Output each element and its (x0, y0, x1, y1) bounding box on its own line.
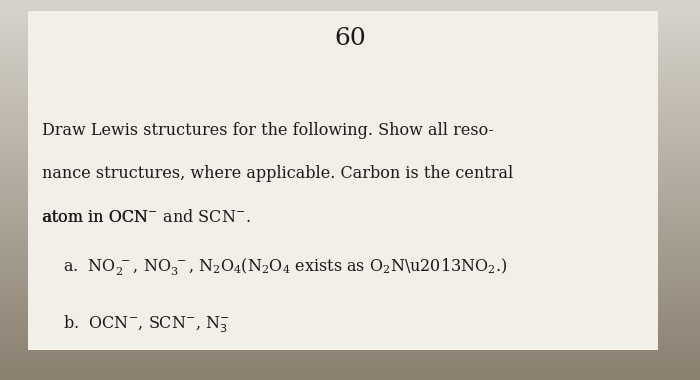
Text: nance structures, where applicable. Carbon is the central: nance structures, where applicable. Carb… (42, 165, 513, 182)
Text: Draw Lewis structures for the following. Show all reso-: Draw Lewis structures for the following.… (42, 122, 494, 139)
Text: atom in OCN: atom in OCN (42, 209, 148, 226)
FancyBboxPatch shape (28, 11, 658, 350)
Text: atom in OCN$^{-}$ and SCN$^{-}$.: atom in OCN$^{-}$ and SCN$^{-}$. (42, 209, 251, 226)
Text: 60: 60 (334, 27, 366, 50)
Text: b.  OCN$^{-}$, SCN$^{-}$, N$_3^{-}$: b. OCN$^{-}$, SCN$^{-}$, N$_3^{-}$ (63, 314, 230, 335)
Text: a.  $\mathregular{NO_2^{\ -}}$, $\mathregular{NO_3^{\ -}}$, $\mathregular{N_2O_4: a. $\mathregular{NO_2^{\ -}}$, $\mathreg… (63, 256, 508, 278)
